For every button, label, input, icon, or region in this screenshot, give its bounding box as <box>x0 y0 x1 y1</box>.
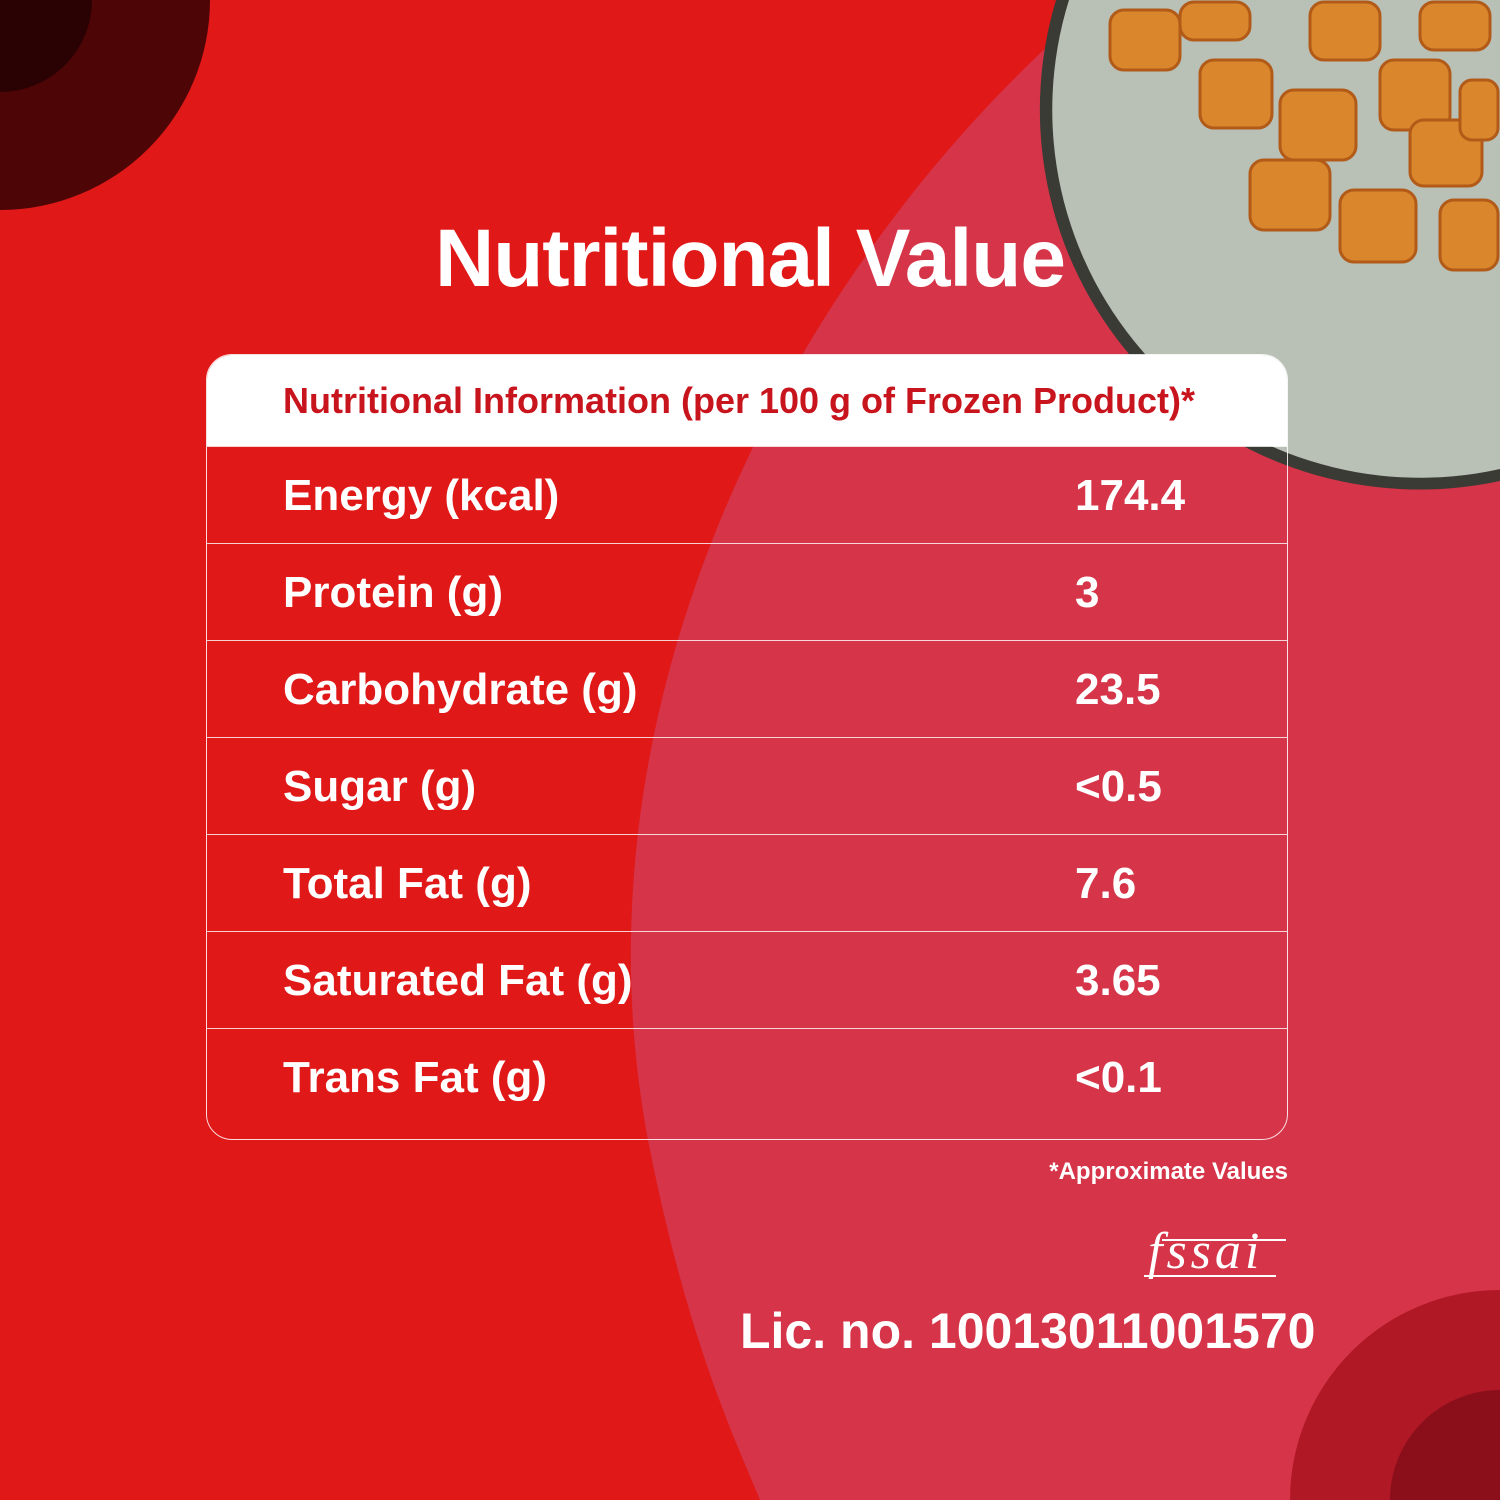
footnote: *Approximate Values <box>1049 1158 1288 1185</box>
row-value: 3.65 <box>1075 956 1161 1005</box>
license-number: Lic. no. 10013011001570 <box>740 1303 1316 1359</box>
row-value: 7.6 <box>1075 859 1137 908</box>
table-row: Carbohydrate (g) 23.5 <box>207 640 1287 737</box>
page-title: Nutritional Value <box>435 213 1066 304</box>
table-row: Total Fat (g) 7.6 <box>207 834 1287 931</box>
row-value: 174.4 <box>1075 471 1186 520</box>
table-row: Sugar (g) <0.5 <box>207 737 1287 834</box>
row-label: Carbohydrate (g) <box>283 665 638 714</box>
table-row: Saturated Fat (g) 3.65 <box>207 931 1287 1028</box>
row-label: Saturated Fat (g) <box>283 956 633 1005</box>
fssai-logo-text: fssai <box>1148 1223 1263 1280</box>
row-value: <0.1 <box>1075 1053 1162 1102</box>
table-row: Energy (kcal) 174.4 <box>207 446 1287 543</box>
row-label: Trans Fat (g) <box>283 1053 548 1102</box>
row-value: 23.5 <box>1075 665 1161 714</box>
table-row: Protein (g) 3 <box>207 543 1287 640</box>
row-label: Energy (kcal) <box>283 471 560 520</box>
table-row: Trans Fat (g) <0.1 <box>207 1028 1287 1125</box>
row-label: Total Fat (g) <box>283 859 532 908</box>
corner-ring-inner-bottom <box>1390 1390 1500 1500</box>
row-label: Protein (g) <box>283 568 503 617</box>
table-header: Nutritional Information (per 100 g of Fr… <box>207 355 1287 446</box>
row-value: <0.5 <box>1075 762 1162 811</box>
fssai-logo: fssai <box>1144 1223 1286 1280</box>
row-value: 3 <box>1075 568 1100 617</box>
corner-ring-inner <box>0 0 92 92</box>
nutrition-table: Nutritional Information (per 100 g of Fr… <box>206 354 1288 1140</box>
row-label: Sugar (g) <box>283 762 477 811</box>
